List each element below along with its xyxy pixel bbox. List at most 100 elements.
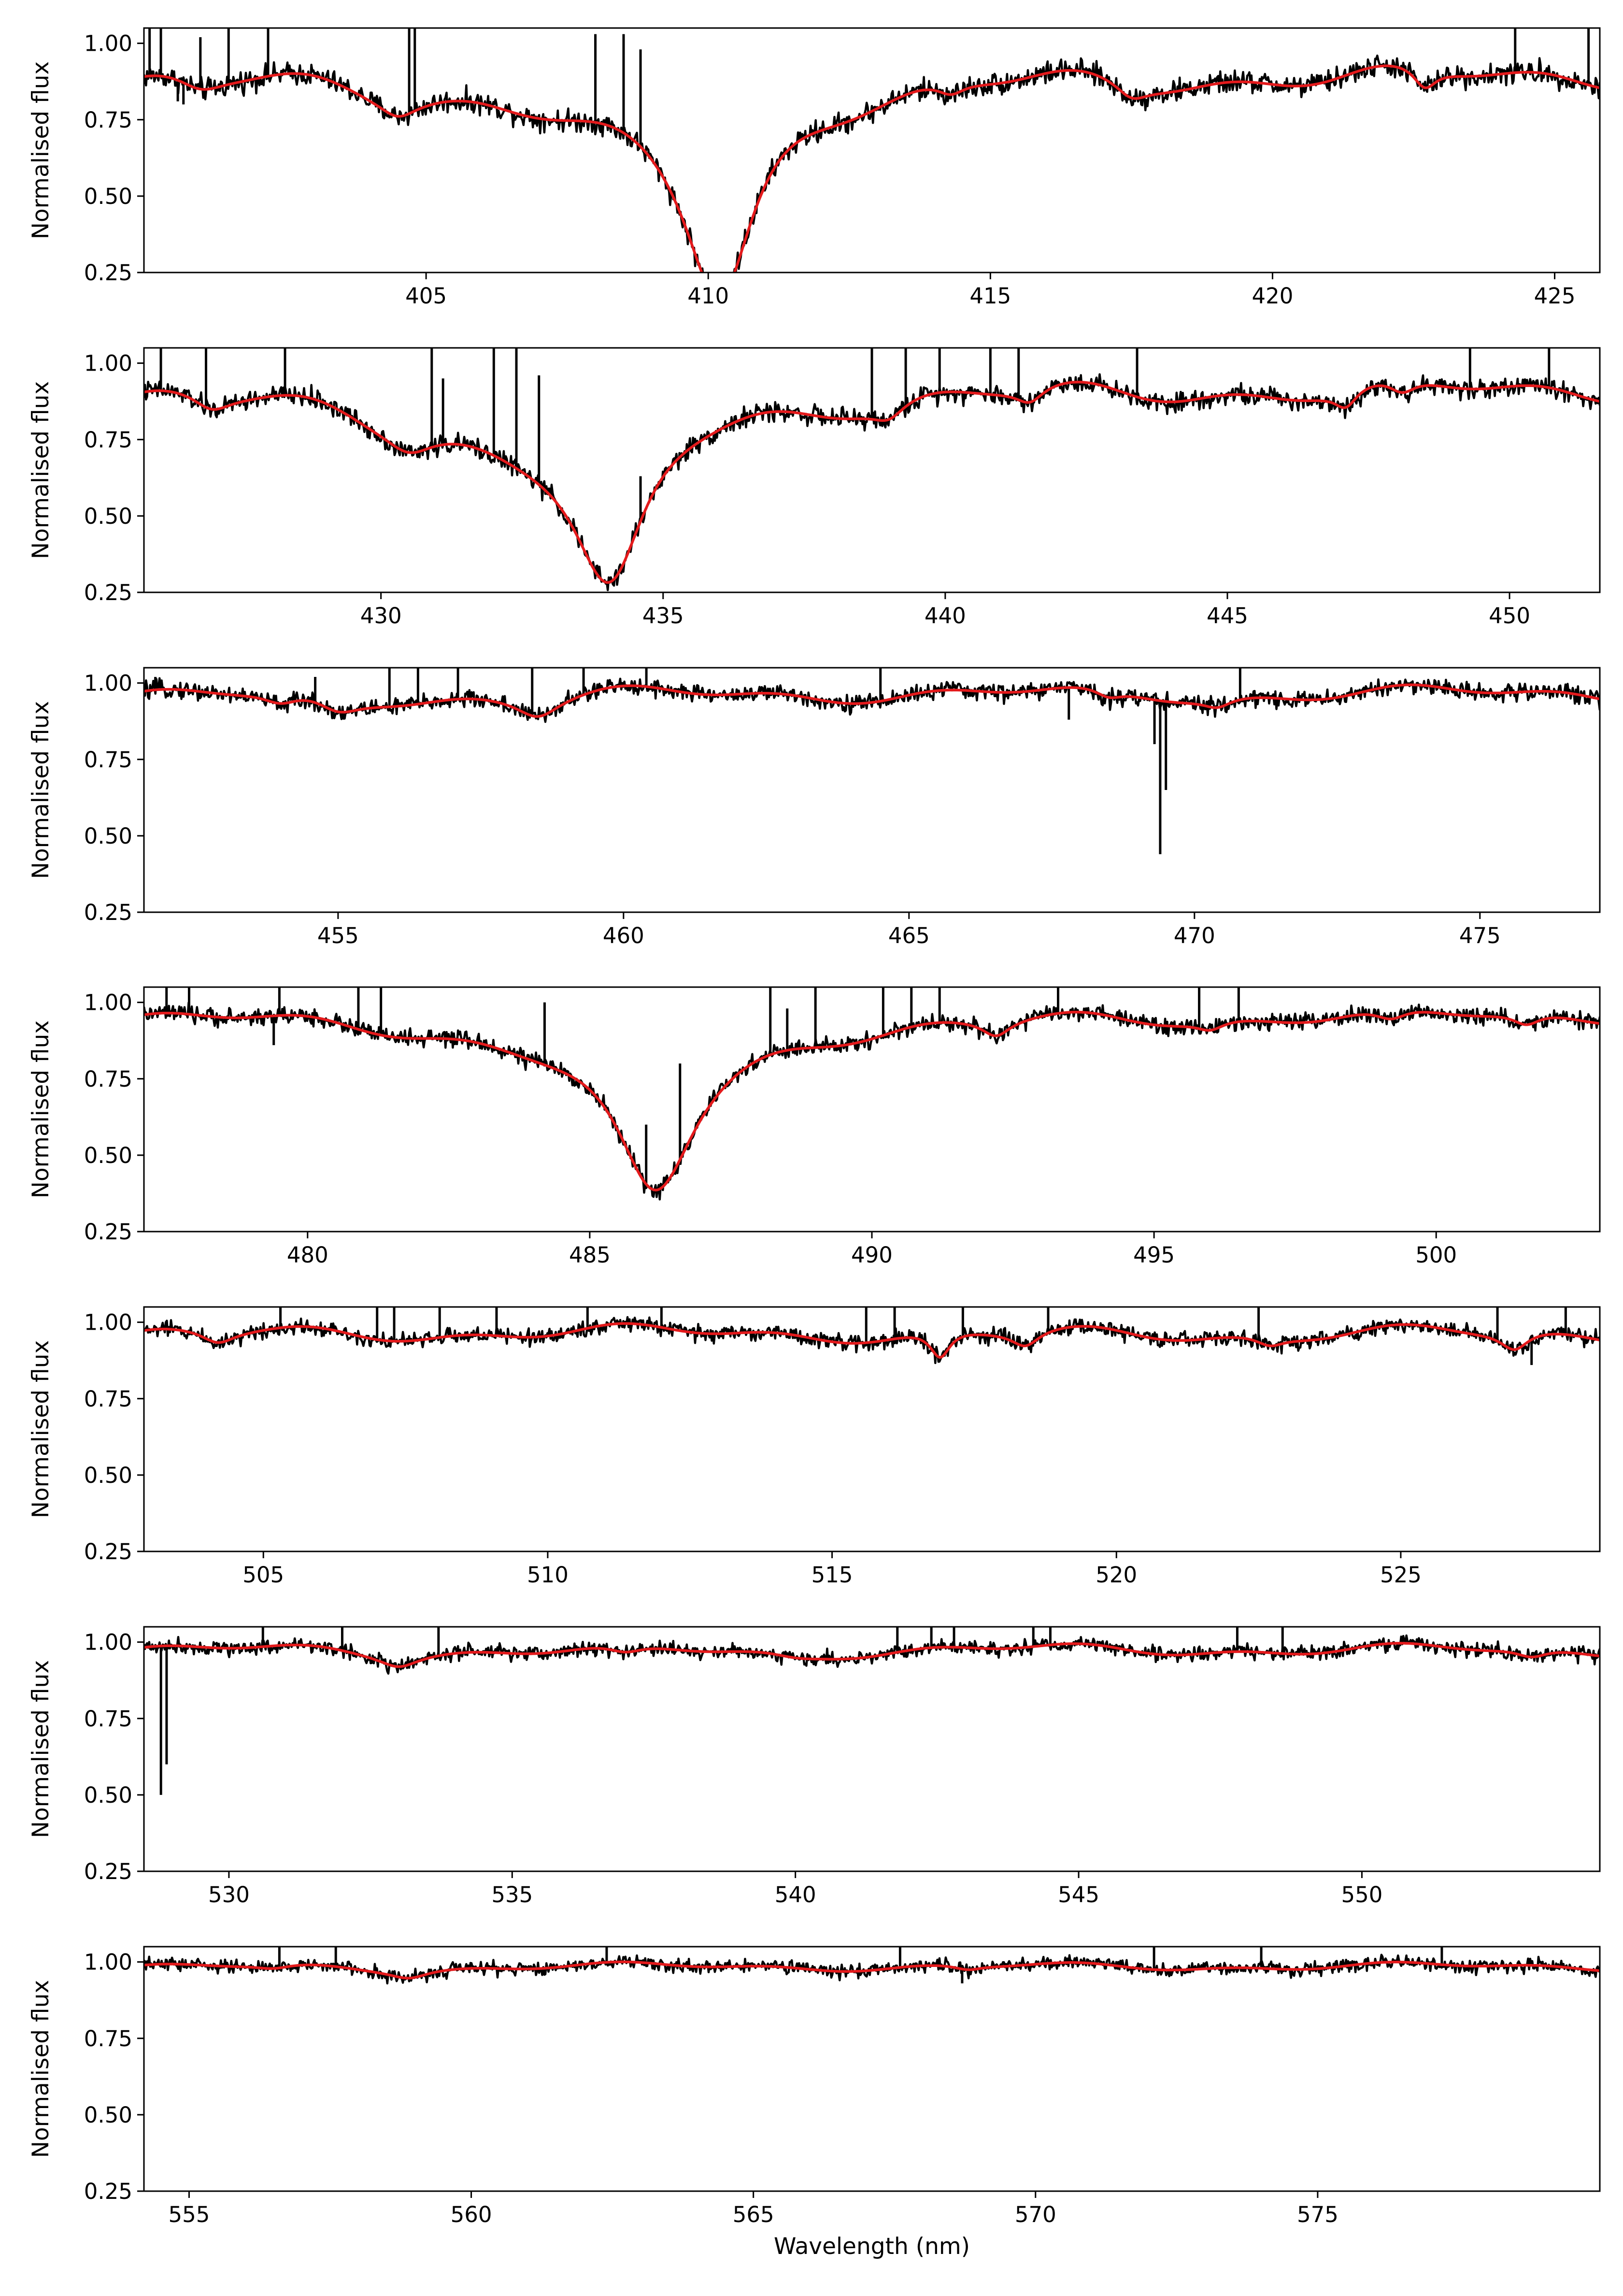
x-tick-label: 570 xyxy=(1015,2202,1056,2227)
observed-spectrum-line xyxy=(144,677,1600,723)
observed-spectrum-line xyxy=(144,1001,1600,1201)
axes-frame xyxy=(143,1306,1601,1552)
x-tick-label: 535 xyxy=(491,1882,533,1908)
y-tick-label: 1.00 xyxy=(84,1630,132,1655)
y-tick-label: 0.75 xyxy=(84,1066,132,1092)
y-tick-label: 0.75 xyxy=(84,2026,132,2052)
plot-area xyxy=(144,1627,1600,1795)
panel-2: 0.25 0.50 0.75 1.00 430 435 440 445 450 Normalise… xyxy=(28,347,1601,629)
observed-spectrum-line xyxy=(144,1316,1600,1364)
y-tick-label: 0.75 xyxy=(84,107,132,133)
y-tick-label: 0.25 xyxy=(84,900,132,925)
y-axis-label: Normalised flux xyxy=(28,1020,54,1199)
axes-frame xyxy=(143,347,1601,593)
plot-area xyxy=(144,348,1600,591)
y-axis-label: Normalised flux xyxy=(28,1980,54,2158)
y-axis-label: Normalised flux xyxy=(28,61,54,240)
y-tick-label: 0.50 xyxy=(84,1782,132,1808)
y-tick-label: 0.50 xyxy=(84,823,132,849)
axes-frame xyxy=(143,1946,1601,2192)
y-tick-label: 1.00 xyxy=(84,351,132,376)
y-tick-label: 0.25 xyxy=(84,580,132,605)
x-tick-label: 515 xyxy=(812,1562,853,1588)
x-tick-label: 420 xyxy=(1252,283,1293,309)
y-axis-label: Normalised flux xyxy=(28,1660,54,1838)
x-tick-label: 545 xyxy=(1058,1882,1099,1908)
x-tick-label: 555 xyxy=(169,2202,210,2227)
x-tick-label: 510 xyxy=(527,1562,569,1588)
x-tick-label: 500 xyxy=(1415,1242,1457,1268)
x-tick-label: 425 xyxy=(1534,283,1576,309)
x-tick-label: 440 xyxy=(925,603,966,629)
panel-7: 0.25 0.50 0.75 1.00 555 560 565 570 575 Normalise… xyxy=(28,1946,1601,2260)
x-tick-label: 405 xyxy=(405,283,447,309)
y-tick-label: 1.00 xyxy=(84,990,132,1016)
y-tick-label: 1.00 xyxy=(84,1310,132,1335)
y-tick-label: 0.50 xyxy=(84,1143,132,1168)
axes-frame xyxy=(143,27,1601,273)
y-tick-label: 0.25 xyxy=(84,2179,132,2204)
y-tick-label: 0.50 xyxy=(84,503,132,529)
axes-frame xyxy=(143,667,1601,913)
plot-area xyxy=(144,1947,1600,1985)
x-tick-label: 540 xyxy=(775,1882,816,1908)
y-tick-label: 0.75 xyxy=(84,427,132,453)
y-tick-label: 0.50 xyxy=(84,184,132,209)
x-tick-label: 435 xyxy=(642,603,684,629)
y-tick-label: 0.25 xyxy=(84,260,132,286)
y-tick-label: 1.00 xyxy=(84,671,132,696)
model-spectrum-line xyxy=(144,64,1600,273)
x-tick-label: 530 xyxy=(208,1882,250,1908)
y-axis-label: Normalised flux xyxy=(28,381,54,560)
panel-3: 0.25 0.50 0.75 1.00 455 460 465 470 475 Normalise… xyxy=(28,667,1601,948)
x-tick-label: 410 xyxy=(687,283,729,309)
x-tick-label: 485 xyxy=(569,1242,611,1268)
y-tick-label: 0.50 xyxy=(84,2102,132,2128)
y-axis-label: Normalised flux xyxy=(28,1340,54,1519)
x-tick-label: 450 xyxy=(1489,603,1530,629)
x-tick-label: 480 xyxy=(287,1242,328,1268)
model-spectrum-line xyxy=(144,1011,1600,1191)
x-axis-label: Wavelength (nm) xyxy=(774,2233,970,2260)
model-spectrum-line xyxy=(144,381,1600,584)
y-tick-label: 0.75 xyxy=(84,1706,132,1732)
model-spectrum-line xyxy=(144,1322,1600,1359)
y-tick-label: 0.50 xyxy=(84,1463,132,1488)
y-tick-label: 1.00 xyxy=(84,1950,132,1975)
x-tick-label: 560 xyxy=(451,2202,492,2227)
y-tick-label: 0.25 xyxy=(84,1539,132,1564)
panel-5: 0.25 0.50 0.75 1.00 505 510 515 520 525 Normalise… xyxy=(28,1306,1601,1588)
model-spectrum-line xyxy=(144,1642,1600,1668)
x-tick-label: 565 xyxy=(733,2202,774,2227)
y-tick-label: 0.25 xyxy=(84,1219,132,1245)
x-tick-label: 575 xyxy=(1297,2202,1338,2227)
plot-area xyxy=(144,668,1600,854)
x-tick-label: 550 xyxy=(1341,1882,1382,1908)
y-axis-label: Normalised flux xyxy=(28,701,54,879)
panel-4: 0.25 0.50 0.75 1.00 480 485 490 495 500 Normalise… xyxy=(28,986,1601,1268)
x-tick-label: 470 xyxy=(1174,923,1215,948)
observed-spectrum-line xyxy=(144,54,1600,273)
plot-area xyxy=(144,1307,1600,1365)
panel-6: 0.25 0.50 0.75 1.00 530 535 540 545 550 Normalise… xyxy=(28,1626,1601,1908)
plot-area xyxy=(144,28,1600,273)
x-tick-label: 490 xyxy=(851,1242,893,1268)
y-tick-label: 0.25 xyxy=(84,1859,132,1884)
model-spectrum-line xyxy=(144,1960,1600,1980)
x-tick-label: 495 xyxy=(1133,1242,1175,1268)
y-tick-label: 0.75 xyxy=(84,747,132,773)
y-tick-label: 0.75 xyxy=(84,1386,132,1412)
x-tick-label: 505 xyxy=(242,1562,284,1588)
x-tick-label: 415 xyxy=(969,283,1011,309)
x-tick-label: 475 xyxy=(1459,923,1501,948)
x-tick-label: 465 xyxy=(888,923,930,948)
model-spectrum-line xyxy=(144,683,1600,718)
x-tick-label: 520 xyxy=(1096,1562,1137,1588)
x-tick-label: 455 xyxy=(317,923,359,948)
x-tick-label: 445 xyxy=(1207,603,1248,629)
panel-1: 0.25 0.50 0.75 1.00 405 410 415 420 425 Normalise… xyxy=(28,27,1601,309)
x-tick-label: 525 xyxy=(1380,1562,1422,1588)
plot-area xyxy=(144,987,1600,1201)
x-tick-label: 460 xyxy=(603,923,644,948)
